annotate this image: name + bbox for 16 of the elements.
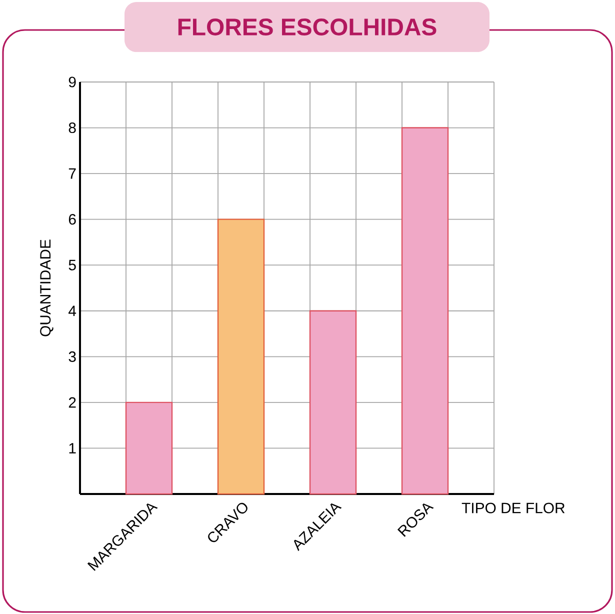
y-tick-label: 1 — [69, 443, 76, 454]
y-tick-label: 4 — [68, 306, 76, 316]
y-tick-label: 6 — [68, 214, 76, 225]
y-tick-label: 7 — [68, 168, 76, 179]
x-axis-title: TIPO DE FLOR — [462, 502, 565, 514]
bar — [401, 127, 449, 495]
chart-title: FLORES ESCOLHIDAS — [178, 18, 436, 36]
bar — [217, 218, 265, 495]
y-tick-label: 8 — [68, 122, 76, 134]
bar — [125, 402, 173, 495]
y-tick-label: 9 — [68, 76, 76, 88]
bar — [309, 310, 357, 495]
y-tick-label: 5 — [68, 260, 76, 270]
y-tick-label: 2 — [68, 397, 76, 408]
y-axis-title: QUANTIDADE — [40, 240, 54, 336]
y-tick-label: 3 — [68, 351, 76, 362]
